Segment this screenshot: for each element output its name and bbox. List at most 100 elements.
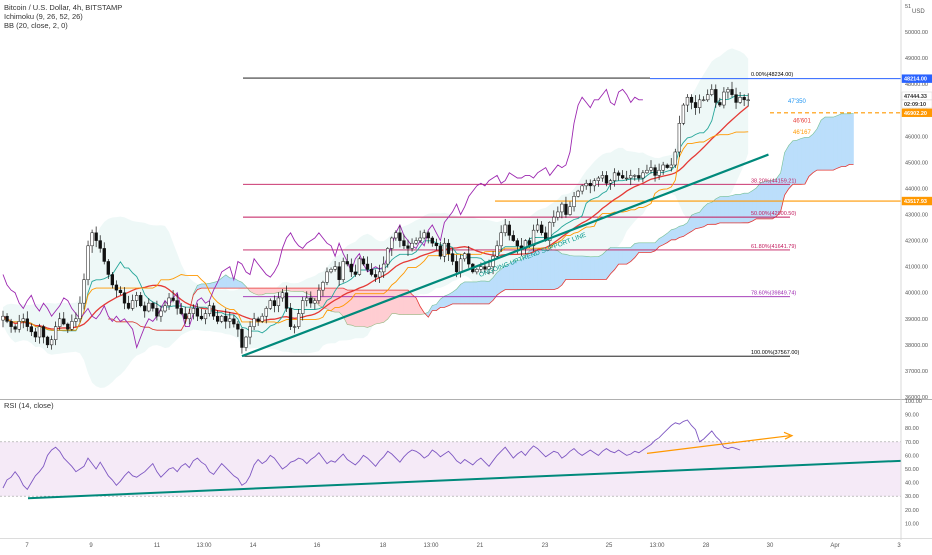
candle-body [694,102,697,107]
ichimoku-cloud-segment [489,278,493,304]
candle-body [58,319,61,327]
candle-body [662,165,665,170]
rsi-tick-label: 10.00 [905,521,919,527]
candle-body [735,95,738,103]
candle-body [386,248,389,264]
candle-body [135,295,138,300]
candle-body [390,238,393,248]
candle-body [164,306,167,311]
candle-body [739,97,742,102]
candle-body [435,243,438,246]
candle-body [212,306,215,316]
ichimoku-cloud-segment [570,256,574,280]
ichimoku-cloud-segment [473,282,477,304]
candle-body [75,319,78,322]
ichimoku-cloud-segment [550,250,554,290]
candle-body [743,97,746,100]
candle-body [257,319,260,322]
ichimoku-cloud-segment [266,288,270,293]
candle-body [480,267,483,270]
ichimoku-cloud-segment [380,290,384,323]
candle-body [366,264,369,269]
price-tick-label: 48000.00 [905,82,928,88]
ichimoku-cloud-segment [469,282,473,304]
ichimoku-cloud-segment [825,117,829,170]
candle-body [330,269,333,272]
price-badge-label: 43517.93 [904,199,927,205]
candle-body [629,175,632,178]
price-tick-label: 41000.00 [905,265,928,271]
fib-level-label: 100.00%(37567.00) [751,350,799,356]
candle-body [180,308,183,313]
candle-body [394,233,397,238]
ichimoku-cloud-segment [602,251,606,280]
time-tick-label: 18 [380,543,387,549]
ichimoku-cloud-segment [291,288,295,291]
candle-body [66,324,69,329]
candle-body [322,282,325,290]
price-badge-label: 46902.20 [904,111,927,117]
candle-body [415,241,418,244]
candle-body [107,261,110,274]
candle-body [710,89,713,94]
currency-label: USD [912,9,925,15]
ichimoku-cloud-segment [347,290,351,325]
candle-body [95,233,98,241]
time-tick-label: 13:00 [196,543,212,549]
ichimoku-cloud-segment [594,257,598,280]
ichimoku-cloud-segment [566,254,570,279]
candle-body [70,321,73,329]
annotation-kijun: 46'167 [793,130,811,136]
candle-body [30,327,33,332]
ichimoku-cloud-segment [355,290,359,326]
candle-body [536,225,539,230]
candle-body [625,178,628,179]
candle-body [241,329,244,347]
rsi-label: RSI (14, close) [4,401,54,410]
ichimoku-cloud-segment [829,117,833,170]
ichimoku-cloud-segment [647,243,651,253]
price-tick-label: 46000.00 [905,134,928,140]
candle-body [293,327,296,328]
price-tick-label: 39000.00 [905,317,928,323]
time-tick-label: 28 [703,543,710,549]
candle-body [504,225,507,233]
annotation-basis: 46'601 [793,119,811,125]
candle-body [277,298,280,306]
candle-body [399,233,402,241]
ichimoku-cloud-segment [728,196,732,223]
rsi-tick-label: 70.00 [905,440,919,446]
candle-body [358,259,361,275]
candle-body [597,178,600,181]
candle-body [427,233,430,238]
candle-body [119,290,122,293]
candle-body [79,303,82,319]
candle-body [411,243,414,248]
candle-body [54,327,57,340]
candle-body [313,301,316,304]
candle-body [216,316,219,321]
candle-body [747,100,750,101]
candle-body [666,165,669,168]
candle-body [561,204,564,212]
candle-body [334,267,337,270]
candle-body [731,89,734,94]
candle-body [682,105,685,123]
candle-body [42,327,45,337]
ichimoku-cloud-segment [639,243,643,253]
ichimoku-cloud-segment [801,137,805,184]
symbol-title: Bitcoin / U.S. Dollar, 4h, BITSTAMP [4,3,122,12]
candle-body [309,298,312,303]
candle-body [184,314,187,319]
ichimoku-cloud-segment [736,194,740,223]
ichimoku-cloud-segment [679,225,683,237]
time-tick-label: 25 [606,543,613,549]
candle-body [617,173,620,176]
time-tick-label: 16 [314,543,321,549]
candle-body [552,217,555,222]
candle-body [220,316,223,321]
ichimoku-cloud-segment [351,290,355,326]
candle-body [714,89,717,102]
